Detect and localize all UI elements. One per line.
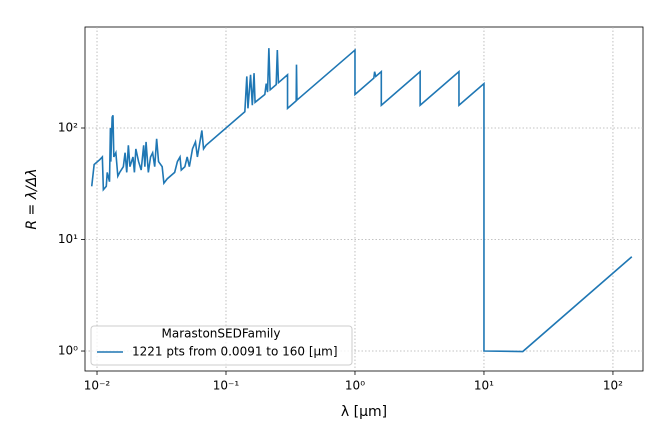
x-tick-label: 10¹ [474, 379, 494, 393]
x-tick-label: 10² [603, 379, 623, 393]
legend-box [90, 325, 353, 366]
y-axis-label: R = λ/Δλ [24, 168, 40, 229]
y-tick-label: 10⁰ [58, 344, 78, 358]
x-tick-label: 10⁻² [84, 379, 111, 393]
x-axis-label: λ [μm] [341, 404, 387, 420]
y-tick-label: 10² [58, 121, 78, 135]
plot-frame [84, 26, 644, 372]
data-line [90, 48, 633, 353]
legend-title: MarastonSEDFamily [162, 327, 281, 341]
x-tick-label: 10⁰ [345, 379, 365, 393]
legend: MarastonSEDFamily 1221 pts from 0.0091 to… [90, 325, 353, 366]
x-tick-label: 10⁻¹ [213, 379, 240, 393]
legend-label: 1221 pts from 0.0091 to 160 [μm] [132, 345, 338, 359]
y-tick-label: 10¹ [58, 232, 78, 246]
